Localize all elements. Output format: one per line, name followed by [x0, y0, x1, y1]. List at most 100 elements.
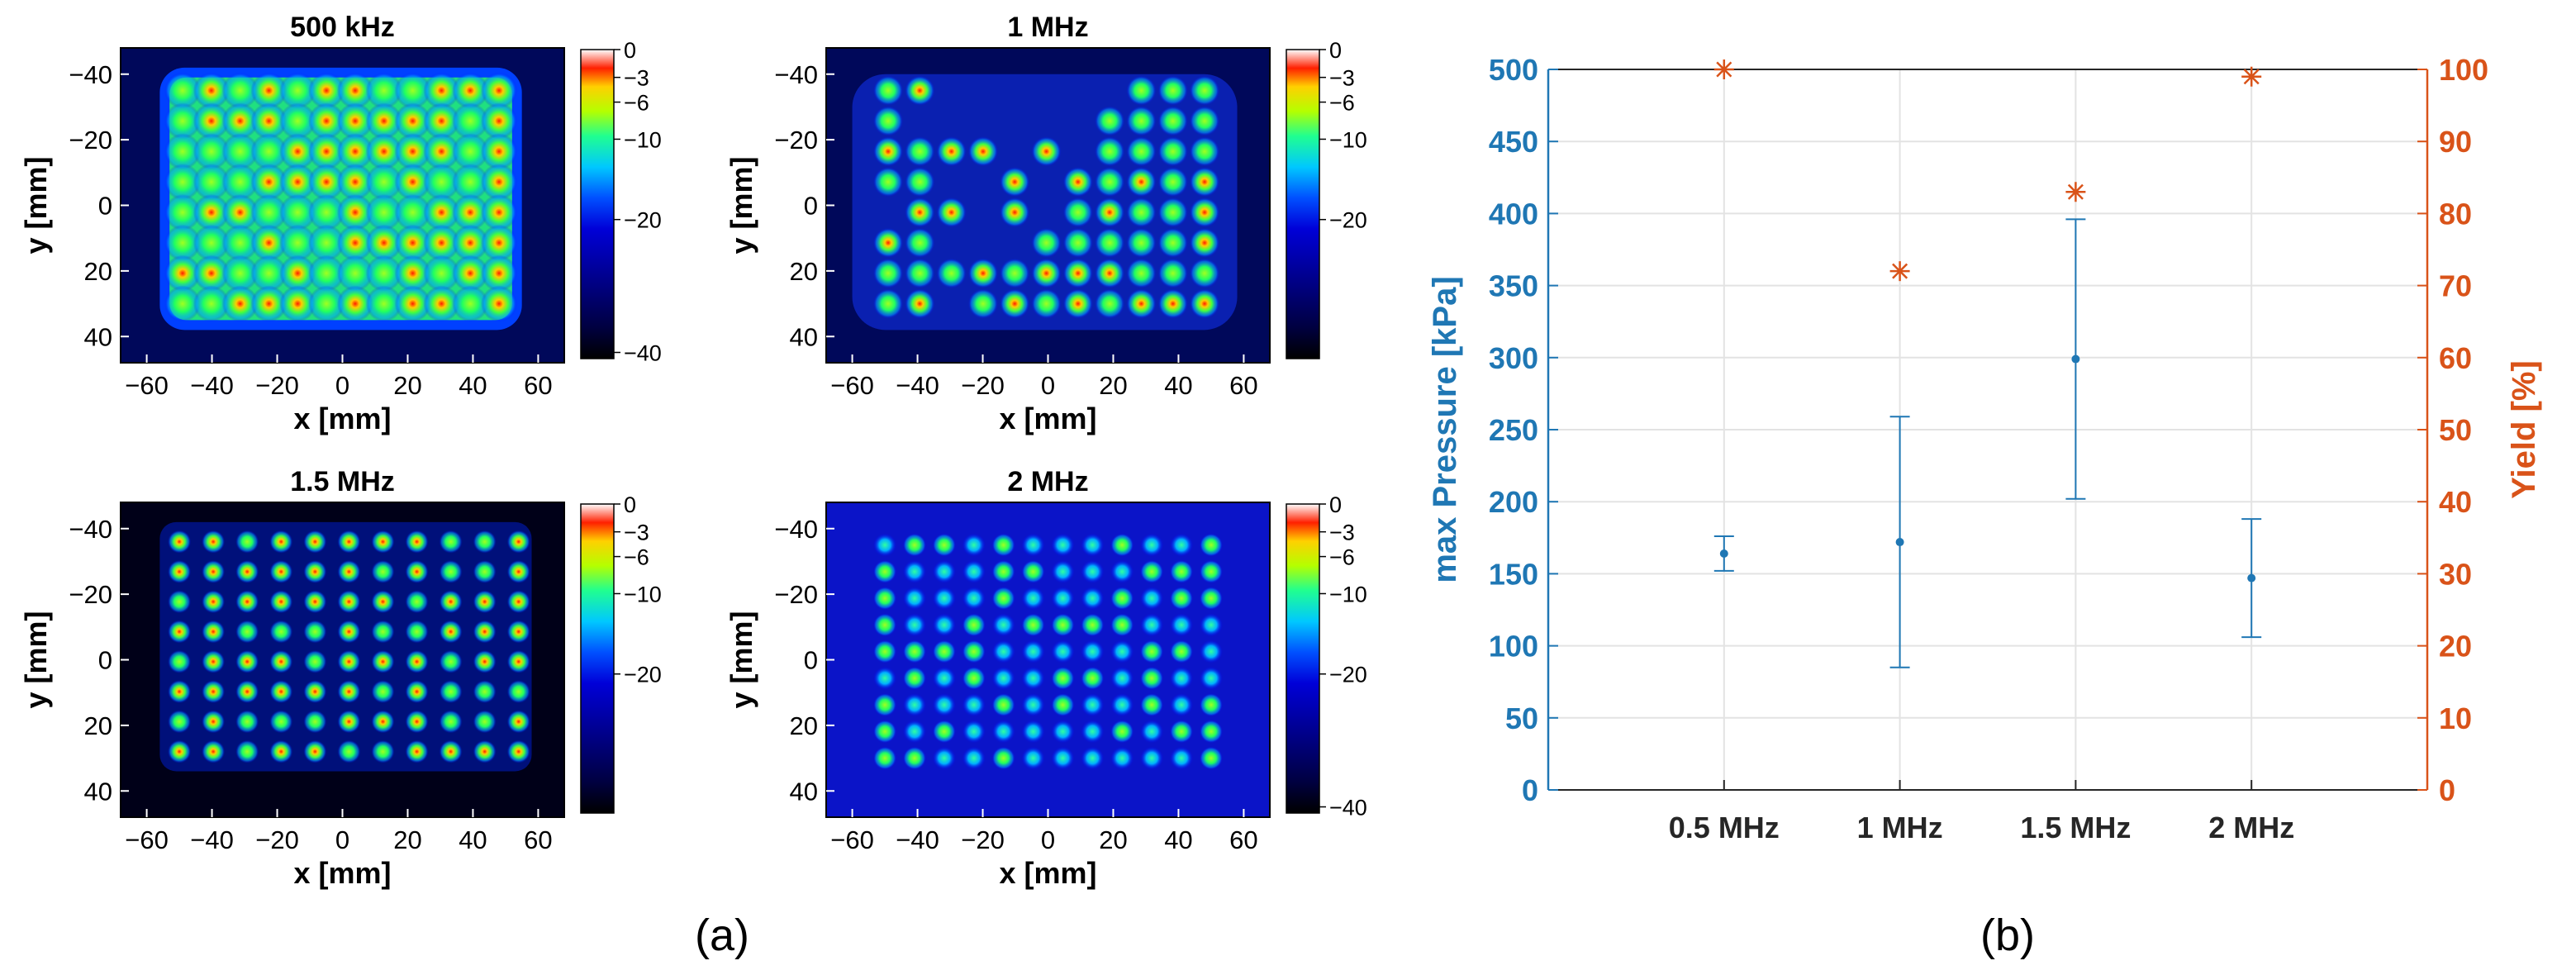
focal-spot: [962, 559, 986, 583]
right-tick-label: 80: [2439, 197, 2472, 231]
focal-spot: [873, 167, 904, 197]
focal-spot: [1140, 746, 1164, 770]
focal-spot: [1110, 666, 1134, 690]
focal-spot: [506, 680, 530, 704]
focal-spot: [481, 133, 518, 170]
focal-spot: [405, 649, 429, 673]
focal-spot: [371, 740, 395, 763]
focal-spot: [405, 559, 429, 583]
focal-spot: [1000, 258, 1030, 288]
focal-spot: [967, 288, 998, 319]
focal-spot: [337, 559, 361, 583]
focal-spot: [1110, 587, 1134, 611]
heatmap-glow: [159, 521, 532, 772]
focal-spot: [452, 285, 489, 322]
focal-spot: [235, 530, 259, 554]
focal-spot: [1170, 533, 1194, 557]
focal-spot: [336, 102, 373, 140]
focal-spot: [936, 197, 967, 228]
focal-spot: [308, 133, 345, 170]
focal-spot: [991, 613, 1015, 637]
focal-spot: [308, 72, 345, 109]
focal-spot: [902, 666, 926, 690]
category-tick-label: 0.5 MHz: [1669, 811, 1780, 844]
y-tick-label: 20: [84, 257, 112, 286]
y-tick-label: 20: [790, 257, 818, 286]
focal-spot: [303, 680, 327, 704]
focal-spot: [905, 227, 935, 258]
focal-spot: [394, 254, 431, 292]
focal-spot: [1190, 106, 1220, 136]
x-axis-label: x [mm]: [293, 402, 391, 435]
x-tick-label: −40: [896, 825, 939, 854]
focal-spot: [1110, 693, 1134, 717]
focal-spot: [1157, 227, 1188, 258]
focal-spot: [1021, 587, 1045, 611]
focal-spot: [337, 590, 361, 614]
focal-spot: [250, 102, 288, 140]
focal-spot: [1170, 720, 1194, 744]
focal-spot: [235, 710, 259, 734]
focal-spot: [481, 72, 518, 109]
focal-spot: [873, 613, 897, 637]
x-tick-label: 40: [1164, 371, 1192, 400]
caption-b: (b): [1980, 911, 2035, 960]
focal-spot: [481, 224, 518, 261]
focal-spot: [279, 254, 316, 292]
yield-marker: [1889, 261, 1910, 282]
colorbar-tick-label: −6: [1329, 545, 1355, 570]
focal-spot: [1095, 106, 1125, 136]
focal-spot: [1051, 587, 1075, 611]
left-tick-label: 100: [1489, 630, 1538, 663]
heatmap-glow: [169, 77, 512, 321]
focal-spot: [1095, 136, 1125, 167]
y-tick-label: 0: [804, 192, 818, 221]
focal-spot: [269, 710, 293, 734]
focal-spot: [423, 254, 460, 292]
focal-spot: [991, 746, 1015, 770]
focal-spot: [439, 710, 463, 734]
focal-spot: [991, 693, 1015, 717]
focal-spot: [371, 620, 395, 644]
y-axis-label: y [mm]: [725, 611, 758, 708]
focal-spot: [1170, 559, 1194, 583]
focal-spot: [1170, 666, 1194, 690]
focal-spot: [365, 254, 402, 292]
focal-spot: [481, 194, 518, 231]
focal-spot: [991, 666, 1015, 690]
focal-spot: [164, 164, 202, 201]
y-tick-label: 0: [804, 646, 818, 675]
right-tick-label: 0: [2439, 773, 2455, 807]
focal-spot: [202, 710, 226, 734]
colorbar-tick-label: −6: [1329, 91, 1355, 116]
focal-spot: [1140, 720, 1164, 744]
focal-spot: [1031, 288, 1062, 319]
x-tick-label: 60: [524, 371, 552, 400]
focal-spot: [473, 710, 497, 734]
y-tick-label: −20: [69, 580, 112, 609]
left-tick-label: 500: [1489, 53, 1538, 87]
focal-spot: [423, 194, 460, 231]
focal-spot: [932, 587, 956, 611]
x-tick-label: 0: [335, 371, 349, 400]
focal-spot: [1190, 258, 1220, 288]
focal-spot: [337, 740, 361, 763]
colorbar-tick-label: −40: [1329, 796, 1367, 820]
x-tick-label: 60: [1229, 371, 1257, 400]
colorbar-tick-label: −6: [624, 545, 649, 570]
left-tick-label: 0: [1522, 773, 1538, 807]
focal-spot: [168, 530, 192, 554]
focal-spot: [336, 254, 373, 292]
y-tick-label: 40: [790, 322, 818, 351]
heatmap-background: [826, 502, 1270, 817]
left-tick-label: 300: [1489, 341, 1538, 375]
focal-spot: [936, 258, 967, 288]
x-tick-label: −60: [125, 371, 169, 400]
focal-spot: [269, 530, 293, 554]
focal-spot: [1021, 666, 1045, 690]
focal-spot: [473, 559, 497, 583]
focal-spot: [168, 710, 192, 734]
x-tick-label: −60: [125, 825, 169, 854]
focal-spot: [873, 640, 897, 663]
